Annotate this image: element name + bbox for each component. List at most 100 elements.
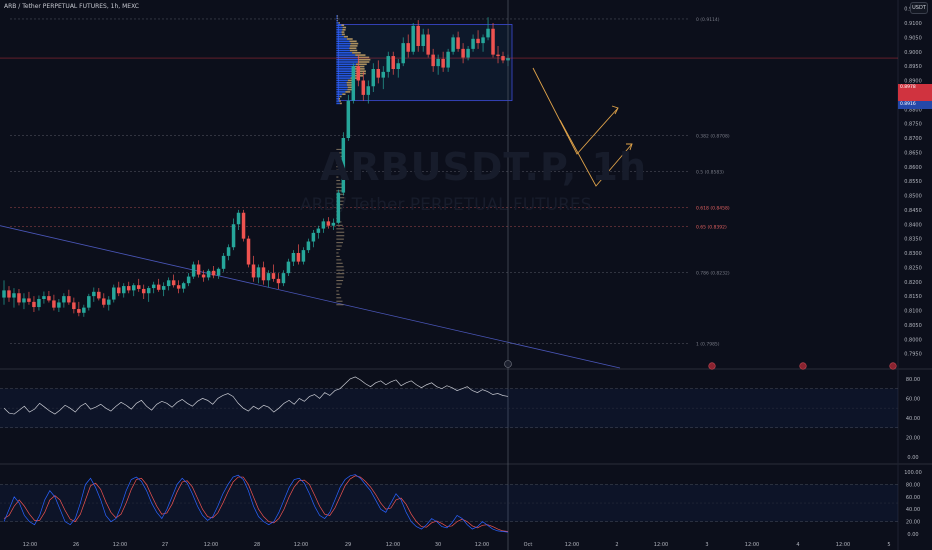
time-tick-label: 12:00 xyxy=(654,542,668,548)
trendline xyxy=(0,225,621,369)
volume-profile-bar xyxy=(336,152,344,154)
volume-profile-bar xyxy=(336,63,357,66)
fib-level-label: 0.5 (0.8583) xyxy=(696,170,724,176)
time-tick-label: 12:00 xyxy=(475,542,489,548)
volume-profile-bar xyxy=(336,224,343,226)
volume-profile-bar xyxy=(336,269,345,271)
volume-profile-bar xyxy=(336,297,342,299)
candle-body xyxy=(7,290,11,298)
candle-body xyxy=(456,37,460,49)
candle-body xyxy=(351,66,356,101)
event-marker-icon xyxy=(708,362,716,370)
candle-body xyxy=(127,286,131,291)
volume-profile-bar xyxy=(336,248,341,251)
price-tick-label: 0.8250 xyxy=(904,265,922,271)
price-tick-label: 0.8500 xyxy=(904,194,922,200)
volume-profile-bar xyxy=(347,88,354,91)
candle-body xyxy=(27,298,31,302)
volume-profile-bar xyxy=(336,49,350,52)
volume-profile-bar xyxy=(346,81,353,84)
candle-body xyxy=(276,278,281,284)
price-tick-label: 0.8950 xyxy=(904,64,922,70)
price-tick-label: 0.8000 xyxy=(904,337,922,343)
projection-path xyxy=(559,119,633,187)
volume-profile-bar xyxy=(357,61,370,63)
candle-body xyxy=(461,48,465,58)
currency-selector[interactable]: USDT xyxy=(910,2,928,14)
volume-profile-bar xyxy=(336,290,339,292)
volume-profile-bar xyxy=(339,102,342,105)
volume-profile-bar xyxy=(336,283,342,285)
volume-profile-bar xyxy=(336,56,358,59)
candle-body xyxy=(122,286,126,294)
candle-body xyxy=(426,34,430,55)
candle-body xyxy=(62,296,66,303)
candle-body xyxy=(206,270,211,278)
candle-body xyxy=(491,28,495,55)
volume-profile-bar xyxy=(358,58,371,61)
volume-profile-bar xyxy=(336,77,351,79)
volume-profile-bar xyxy=(336,70,356,72)
price-tick-label: 0.8650 xyxy=(904,150,922,156)
time-tick-label: Oct xyxy=(524,542,533,548)
candle-body xyxy=(261,267,266,281)
volume-profile-bar xyxy=(336,293,340,295)
event-marker-icon xyxy=(889,362,897,370)
indicator-price-tag: 0.8916 xyxy=(898,101,932,109)
candle-body xyxy=(117,287,121,294)
volume-profile-bar xyxy=(336,98,339,100)
stoch-k-line xyxy=(3,474,509,533)
fib-level-label: 0.618 (0.8458) xyxy=(696,206,730,212)
fib-level-label: 1 (0.7985) xyxy=(696,342,720,348)
candle-body xyxy=(77,309,81,313)
candle-body xyxy=(92,291,96,297)
volume-profile-bar xyxy=(346,84,353,86)
volume-profile-bar xyxy=(355,70,366,72)
event-marker-icon xyxy=(799,362,807,370)
candle-body xyxy=(381,71,385,78)
candle-body xyxy=(151,284,156,289)
candle-body xyxy=(396,63,400,69)
candle-body xyxy=(416,25,420,46)
candle-body xyxy=(22,298,26,303)
price-tick-label: 0.8200 xyxy=(904,280,922,286)
candle-body xyxy=(301,250,306,262)
stoch-tick-label: 20.00 xyxy=(906,520,920,526)
price-tick-label: 0.9100 xyxy=(904,21,922,27)
candle-body xyxy=(171,280,176,286)
candle-body xyxy=(226,247,231,256)
candle-body xyxy=(191,264,196,277)
volume-profile-bar xyxy=(336,102,340,105)
time-tick-label: 12:00 xyxy=(113,542,127,548)
fib-level-label: 0 (0.9114) xyxy=(696,17,720,23)
volume-profile-bar xyxy=(336,148,343,150)
price-tick-label: 0.8900 xyxy=(904,79,922,85)
price-tick-label: 0.8350 xyxy=(904,237,922,243)
volume-profile-bar xyxy=(336,193,345,195)
candle-body xyxy=(42,296,46,299)
volume-profile-bar xyxy=(337,15,339,17)
candle-body xyxy=(37,299,41,308)
volume-profile-bar xyxy=(350,45,358,47)
time-tick-label: 12:00 xyxy=(386,542,400,548)
time-tick-label: 2 xyxy=(615,542,618,548)
price-tick-label: 0.7950 xyxy=(904,352,922,358)
candle-body xyxy=(431,54,435,67)
candle-body xyxy=(161,286,166,290)
candle-body xyxy=(52,300,56,308)
volume-profile-bar xyxy=(338,98,341,100)
time-tick-label: 28 xyxy=(254,542,260,548)
candle-body xyxy=(266,273,271,281)
volume-profile-bar xyxy=(336,197,345,199)
price-tick-label: 0.8150 xyxy=(904,294,922,300)
time-tick-label: 12:00 xyxy=(204,542,218,548)
volume-profile-bar xyxy=(336,72,356,75)
volume-profile-bar xyxy=(336,47,350,49)
candle-body xyxy=(196,264,201,275)
volume-profile-bar xyxy=(336,91,346,93)
candle-body xyxy=(72,302,76,310)
price-tick-label: 0.8800 xyxy=(904,107,922,113)
candle-body xyxy=(391,56,395,69)
volume-profile xyxy=(336,15,371,306)
